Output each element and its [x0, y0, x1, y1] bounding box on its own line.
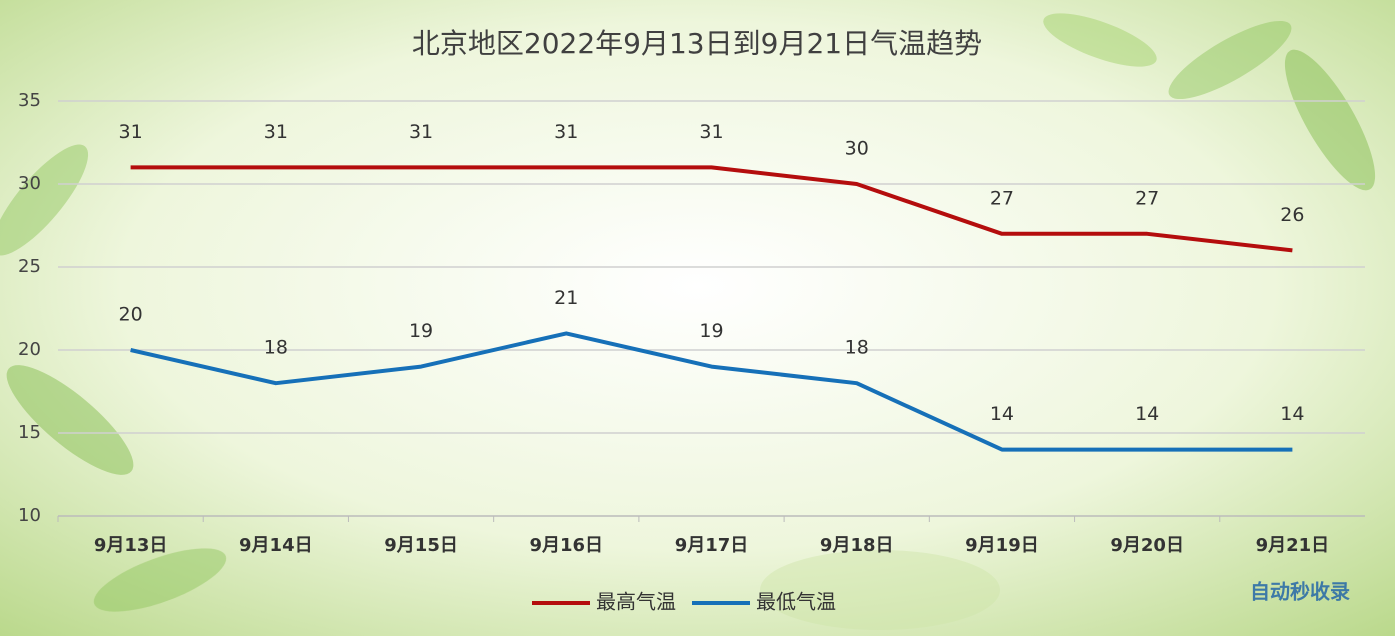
x-tick-label: 9月19日 [965, 535, 1039, 556]
data-label: 20 [119, 304, 143, 326]
line-series [130, 331, 1293, 452]
x-tick-label: 9月14日 [239, 535, 313, 556]
data-label: 26 [1280, 204, 1304, 226]
x-tick-label: 9月18日 [820, 535, 894, 556]
data-label: 27 [990, 187, 1014, 209]
data-label: 31 [554, 121, 578, 143]
watermark: 自动秒收录 [1250, 580, 1350, 604]
line-series [130, 165, 1293, 253]
data-label: 30 [845, 138, 869, 160]
data-label: 31 [409, 121, 433, 143]
x-tick-label: 9月20日 [1110, 535, 1184, 556]
y-tick-label: 20 [18, 339, 41, 360]
y-tick-label: 30 [18, 173, 41, 194]
y-tick-label: 10 [18, 505, 41, 526]
x-tick-label: 9月15日 [384, 535, 458, 556]
x-tick-label: 9月13日 [94, 535, 168, 556]
data-label: 21 [554, 287, 578, 309]
data-label: 18 [264, 337, 288, 359]
legend-label: 最低气温 [756, 590, 836, 614]
data-label: 14 [1135, 403, 1159, 425]
legend-label: 最高气温 [596, 590, 676, 614]
x-tick-label: 9月16日 [529, 535, 603, 556]
data-label: 14 [1280, 403, 1304, 425]
y-tick-label: 35 [18, 90, 41, 111]
data-label: 18 [845, 337, 869, 359]
chart-title: 北京地区2022年9月13日到9月21日气温趋势 [412, 27, 982, 60]
y-tick-label: 15 [18, 422, 41, 443]
data-label: 31 [264, 121, 288, 143]
data-label: 19 [699, 320, 723, 342]
data-label: 19 [409, 320, 433, 342]
leaf-decoration [0, 13, 1376, 630]
x-tick-label: 9月21日 [1256, 535, 1330, 556]
x-tick-label: 9月17日 [675, 535, 749, 556]
data-label: 31 [699, 121, 723, 143]
y-tick-label: 25 [18, 256, 41, 277]
data-label: 27 [1135, 187, 1159, 209]
data-label: 14 [990, 403, 1014, 425]
data-label: 31 [119, 121, 143, 143]
